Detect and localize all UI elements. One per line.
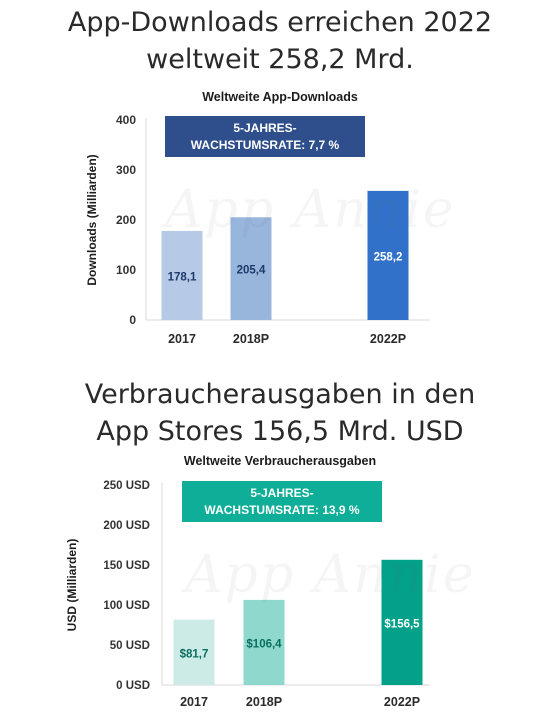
headline-spending: Verbraucherausgaben in den App Stores 15… [0, 376, 560, 450]
headline-downloads-line2: weltweit 258,2 Mrd. [146, 44, 414, 75]
headline-spending-line1: Verbraucherausgaben in den [84, 379, 476, 410]
downloads-category-label: 2022P [370, 332, 406, 346]
spending-category-label: 2018P [246, 695, 282, 709]
spending-bar-2017 [173, 619, 215, 685]
chart-title-spending: Weltweite Verbraucherausgaben [183, 454, 377, 468]
spending-category-label: 2017 [180, 695, 208, 709]
spending-value-label: $106,4 [246, 638, 282, 650]
growth-rate-spending-line1: 5-JAHRES- [250, 485, 314, 500]
spending-category-label: 2022P [384, 695, 420, 709]
downloads-ytick-label: 300 [116, 163, 136, 177]
headline-spending-line2: App Stores 156,5 Mrd. USD [96, 416, 464, 447]
downloads-bar-2017 [161, 230, 203, 320]
spending-bar-2022P [381, 559, 423, 685]
growth-rate-box-spending: 5-JAHRES- WACHSTUMSRATE: 13,9 % [182, 481, 382, 522]
growth-rate-downloads-line2: WACHSTUMSRATE: 7,7 % [190, 137, 340, 152]
downloads-value-label: 258,2 [374, 251, 403, 263]
spending-value-label: $81,7 [180, 648, 209, 660]
downloads-chart-svg: 0 100 200 300 400 Downloads (Milliarden) 178,1… [85, 113, 430, 346]
downloads-value-label: 205,4 [237, 265, 266, 277]
downloads-category-label: 2018P [233, 332, 269, 346]
growth-rate-downloads-line1: 5-JAHRES- [233, 120, 297, 135]
downloads-category-label: 2017 [168, 332, 196, 346]
downloads-value-label: 178,1 [168, 271, 197, 283]
downloads-ytick-label: 200 [116, 213, 136, 227]
spending-value-label: $156,5 [384, 618, 420, 630]
spending-ytick-label: 0 USD [116, 680, 150, 692]
downloads-bar-2018P [230, 217, 272, 320]
spending-ytick-label: 200 USD [103, 520, 150, 532]
spending-bar-2018P [243, 599, 285, 685]
downloads-ytick-label: 400 [116, 113, 136, 127]
growth-rate-box-downloads: 5-JAHRES- WACHSTUMSRATE: 7,7 % [165, 116, 365, 157]
downloads-ytick-label: 100 [116, 263, 136, 277]
chart-title-downloads: Weltweite App-Downloads [202, 90, 358, 104]
spending-y-axis-title: USD (Milliarden) [65, 539, 79, 632]
downloads-bar-2022P [367, 190, 409, 320]
downloads-ytick-label: 0 [129, 313, 136, 327]
headline-downloads-line1: App-Downloads erreichen 2022 [67, 7, 493, 38]
spending-ytick-label: 250 USD [103, 480, 150, 492]
spending-ytick-label: 50 USD [110, 640, 150, 652]
spending-ytick-label: 150 USD [103, 560, 150, 572]
downloads-y-axis-title: Downloads (Milliarden) [85, 154, 99, 285]
spending-ytick-label: 100 USD [103, 600, 150, 612]
growth-rate-spending-line2: WACHSTUMSRATE: 13,9 % [204, 502, 360, 517]
headline-downloads: App-Downloads erreichen 2022 weltweit 25… [0, 4, 560, 78]
